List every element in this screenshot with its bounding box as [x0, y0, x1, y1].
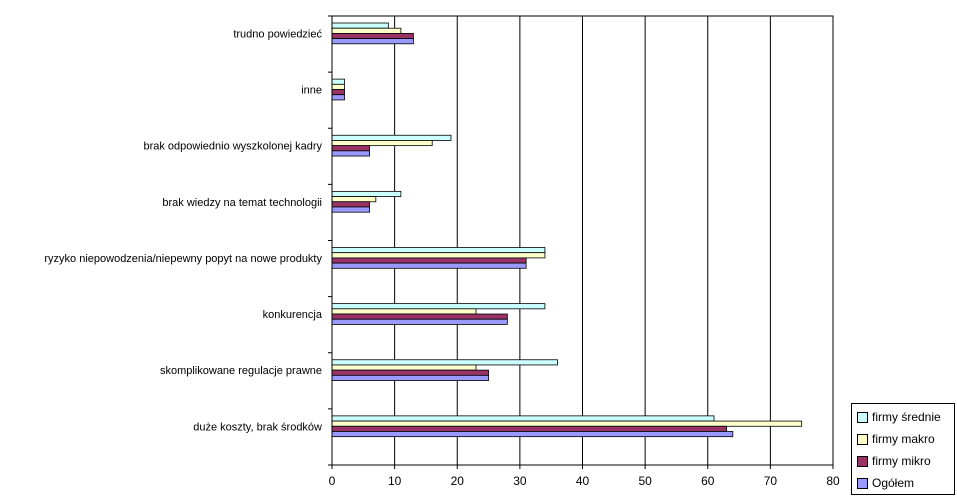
x-tick-label: 80	[826, 474, 840, 488]
bar	[331, 313, 508, 320]
category-labels: trudno powiedzieć inne brak odpowiednio wy…	[44, 28, 322, 433]
category-label: trudno powiedzieć	[233, 28, 322, 40]
bar	[331, 374, 489, 381]
bar	[331, 33, 414, 40]
legend-swatch	[857, 455, 868, 467]
legend-label: firmy makro	[872, 432, 935, 446]
bar	[331, 318, 508, 325]
bar	[331, 83, 345, 90]
bar	[331, 22, 389, 29]
bar	[331, 140, 433, 147]
legend-item: firmy makro	[857, 428, 954, 450]
bar	[331, 262, 527, 269]
x-tick-label: 70	[764, 474, 778, 488]
bar	[331, 431, 734, 438]
bar	[331, 252, 546, 259]
bar	[331, 247, 546, 254]
x-tick-labels: 0 10 20 30 40 50 60 70 80	[329, 474, 840, 488]
bar	[331, 303, 546, 310]
legend-label: Ogółem	[872, 476, 915, 490]
x-tick-label: 50	[638, 474, 652, 488]
x-tick-label: 20	[451, 474, 465, 488]
bar	[331, 150, 370, 157]
legend-swatch	[857, 433, 868, 445]
category-label: brak wiedzy na temat technologii	[162, 197, 322, 209]
x-tick-label: 30	[513, 474, 527, 488]
bar	[331, 89, 345, 96]
bar	[331, 415, 715, 422]
legend-swatch	[857, 477, 868, 489]
axes	[328, 15, 834, 469]
bar	[331, 359, 558, 366]
bar	[331, 134, 452, 141]
x-tick-label: 10	[388, 474, 402, 488]
grid-lines	[394, 16, 834, 465]
bar	[331, 145, 370, 152]
legend-item: Ogółem	[857, 472, 954, 494]
category-label: konkurencja	[263, 309, 323, 321]
category-label: skomplikowane regulacje prawne	[160, 365, 322, 377]
bar	[331, 78, 345, 85]
x-tick-label: 60	[701, 474, 715, 488]
x-tick-label: 40	[576, 474, 590, 488]
bar	[331, 190, 402, 197]
category-label: brak odpowiednio wyszkolonej kadry	[143, 141, 322, 153]
legend-label: firmy mikro	[872, 454, 931, 468]
plot-area-border	[331, 15, 834, 466]
category-label: inne	[301, 85, 322, 97]
bar	[331, 94, 345, 101]
x-tick-label: 0	[329, 474, 336, 488]
bar	[331, 257, 527, 264]
bar	[331, 206, 370, 213]
bar	[331, 425, 727, 432]
bar	[331, 369, 489, 376]
bar	[331, 364, 477, 371]
bar	[331, 38, 414, 45]
category-label: ryzyko niepowodzenia/niepewny popyt na n…	[44, 253, 322, 265]
bar	[331, 308, 477, 315]
legend-swatch	[857, 411, 868, 423]
legend-item: firmy mikro	[857, 450, 954, 472]
category-label: duże koszty, brak środków	[193, 421, 322, 433]
legend: firmy średnie firmy makro firmy mikro Ogółe…	[851, 403, 955, 495]
bars	[331, 22, 803, 438]
bar	[331, 420, 803, 427]
bar	[331, 27, 402, 34]
bar	[331, 201, 370, 208]
bar	[331, 196, 377, 203]
legend-label: firmy średnie	[872, 410, 941, 424]
legend-item: firmy średnie	[857, 406, 954, 428]
